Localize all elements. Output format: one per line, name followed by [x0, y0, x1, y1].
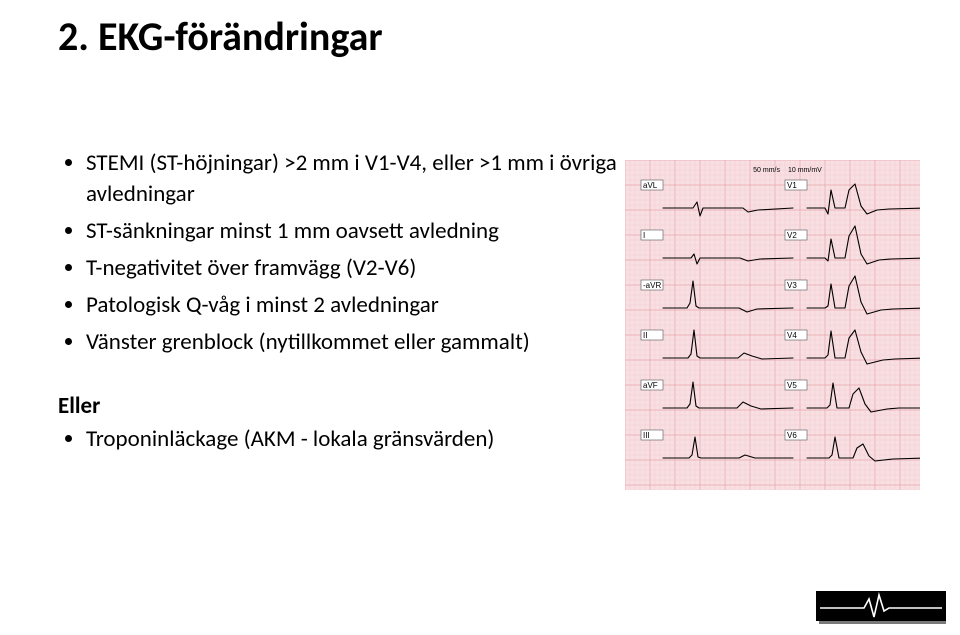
svg-text:V2: V2	[787, 231, 797, 240]
svg-text:aVF: aVF	[643, 381, 658, 390]
svg-text:III: III	[643, 431, 650, 440]
svg-text:V1: V1	[787, 181, 797, 190]
sub-heading: Eller	[58, 392, 618, 420]
svg-text:aVL: aVL	[643, 181, 658, 190]
svg-text:V5: V5	[787, 381, 797, 390]
list-item: Vänster grenblock (nytillkommet eller ga…	[86, 327, 618, 358]
hb-shadow	[819, 621, 946, 624]
svg-text:I: I	[643, 231, 645, 240]
bullet-list: STEMI (ST-höjningar) >2 mm i V1-V4, elle…	[58, 148, 618, 358]
list-item: Patologisk Q-våg i minst 2 avledningar	[86, 290, 618, 321]
svg-text:-aVR: -aVR	[643, 281, 661, 290]
sub-bullet-list: Troponinläckage (AKM - lokala gränsvärde…	[58, 424, 618, 455]
svg-text:50 mm/s: 50 mm/s	[753, 167, 780, 174]
hb-bg	[816, 591, 946, 621]
svg-text:V6: V6	[787, 431, 797, 440]
list-item: STEMI (ST-höjningar) >2 mm i V1-V4, elle…	[86, 148, 618, 210]
svg-text:II: II	[643, 331, 647, 340]
content-block: STEMI (ST-höjningar) >2 mm i V1-V4, elle…	[58, 148, 618, 455]
page-title: 2. EKG-förändringar	[58, 12, 383, 61]
heartbeat-icon	[816, 591, 946, 625]
svg-text:10 mm/mV: 10 mm/mV	[788, 167, 822, 174]
list-item: T-negativitet över framvägg (V2-V6)	[86, 253, 618, 284]
list-item: Troponinläckage (AKM - lokala gränsvärde…	[86, 424, 618, 455]
list-item: ST-sänkningar minst 1 mm oavsett avledni…	[86, 216, 618, 247]
svg-text:V4: V4	[787, 331, 797, 340]
ecg-figure: 50 mm/s 10 mm/mV aVL V1 I V2 -aVR V3 II V4 aVF V5 II…	[625, 160, 920, 490]
svg-text:V3: V3	[787, 281, 797, 290]
